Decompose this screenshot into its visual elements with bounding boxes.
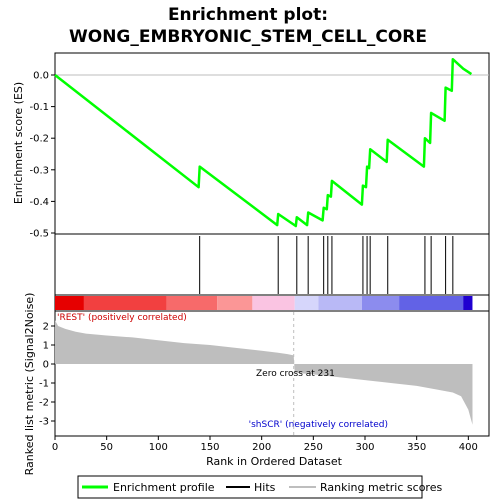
colorbar-segment bbox=[463, 296, 473, 310]
negative-correlation-label: 'shSCR' (negatively correlated) bbox=[249, 420, 388, 430]
es-y-tick-label: -0.3 bbox=[29, 165, 49, 176]
es-y-tick-label: -0.5 bbox=[29, 229, 49, 240]
colorbar-segment bbox=[399, 296, 464, 310]
hits-panel bbox=[54, 233, 490, 296]
metric-y-tick-label: 0 bbox=[43, 360, 49, 371]
x-tick-label: 0 bbox=[52, 442, 58, 453]
colorbar-panel bbox=[54, 294, 490, 312]
colorbar-segment bbox=[318, 296, 362, 310]
legend: Enrichment profile Hits Ranking metric s… bbox=[77, 475, 442, 499]
metric-y-tick-label: -3 bbox=[39, 417, 49, 428]
es-y-tick-label: 0.0 bbox=[33, 71, 49, 82]
colorbar-segment bbox=[294, 296, 319, 310]
enrichment-profile-line bbox=[54, 57, 473, 228]
x-axis-label: Rank in Ordered Dataset bbox=[206, 455, 343, 468]
x-tick-label: 250 bbox=[304, 442, 323, 453]
hits-panel-frame bbox=[54, 233, 490, 296]
x-tick-label: 100 bbox=[149, 442, 168, 453]
legend-enrichment-label: Enrichment profile bbox=[113, 481, 215, 494]
colorbar-segment bbox=[83, 296, 167, 310]
x-tick-label: 200 bbox=[252, 442, 271, 453]
es-y-tick-label: -0.1 bbox=[29, 102, 49, 113]
chart-title-line2: WONG_EMBRYONIC_STEM_CELL_CORE bbox=[69, 27, 427, 47]
colorbar-segment bbox=[55, 296, 84, 310]
metric-y-tick-label: -2 bbox=[39, 398, 49, 409]
colorbar-segment bbox=[217, 296, 253, 310]
metric-y-axis-label: Ranked list metric (Signal2Noise) bbox=[23, 293, 36, 476]
x-tick-label: 400 bbox=[459, 442, 478, 453]
x-tick-label: 150 bbox=[200, 442, 219, 453]
ranked-metric-panel: Ranked list metric (Signal2Noise) Rank i… bbox=[23, 293, 490, 476]
colorbar-segment bbox=[252, 296, 295, 310]
metric-y-tick-label: -1 bbox=[39, 379, 49, 390]
es-panel-frame bbox=[54, 52, 490, 235]
legend-hits-label: Hits bbox=[254, 481, 276, 494]
es-y-axis-label: Enrichment score (ES) bbox=[12, 82, 25, 204]
ranked-metric-area bbox=[55, 320, 473, 425]
colorbar-segment bbox=[361, 296, 400, 310]
enrichment-score-panel: Enrichment score (ES) 0.0 -0.1 -0.2 -0.3 -0.… bbox=[12, 52, 490, 240]
colorbar-segment bbox=[166, 296, 218, 310]
x-tick-label: 300 bbox=[355, 442, 374, 453]
es-y-tick-label: -0.2 bbox=[29, 134, 49, 145]
legend-metric-label: Ranking metric scores bbox=[320, 481, 442, 494]
positive-correlation-label: 'REST' (positively correlated) bbox=[57, 313, 187, 323]
x-tick-label: 50 bbox=[100, 442, 113, 453]
es-y-tick-label: -0.4 bbox=[29, 197, 49, 208]
zero-cross-label: Zero cross at 231 bbox=[256, 369, 335, 379]
metric-y-tick-label: 2 bbox=[43, 322, 49, 333]
x-tick-label: 350 bbox=[407, 442, 426, 453]
chart-title-line1: Enrichment plot: bbox=[168, 5, 328, 25]
metric-y-tick-label: 1 bbox=[43, 341, 49, 352]
